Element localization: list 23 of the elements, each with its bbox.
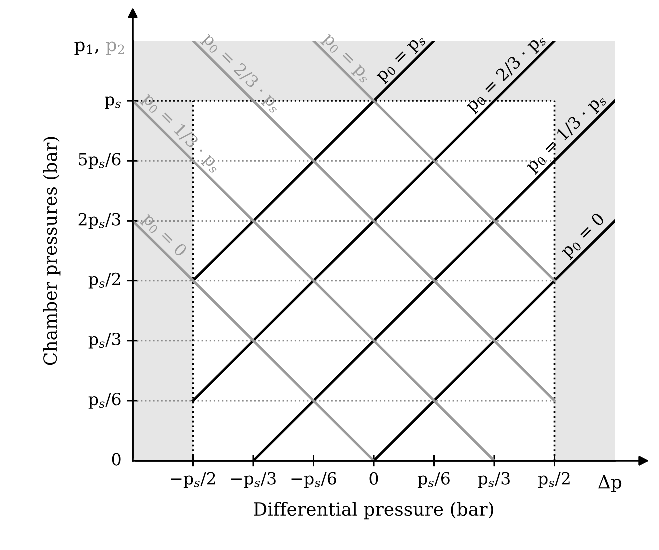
x-axis-title: Differential pressure (bar)	[254, 502, 494, 520]
text: p$_{0}$ = p$_{s}$	[320, 34, 372, 84]
ref-line-label: p$_{s}$/3	[88, 332, 121, 349]
text: p$_{0}$ = 0	[140, 212, 188, 260]
x-tick-label: p$_{s}$/6	[418, 472, 450, 488]
ref-line-label: 5p$_{s}$/6	[79, 153, 121, 170]
x-tick-label: p$_{s}$/2	[538, 472, 570, 488]
ref-line-label: p$_{s}$/2	[88, 272, 120, 289]
text: p$_{0}$ = 0	[559, 212, 608, 260]
x-tick-label: −p$_{s}$/6	[292, 472, 336, 488]
text: Δp	[598, 475, 622, 492]
x-tick-label: p$_{s}$/3	[478, 472, 510, 488]
x-tick-label: −p$_{s}$/3	[232, 472, 276, 488]
text: 0	[112, 453, 121, 466]
text: p$_{2}$	[106, 42, 124, 56]
x-tick-label: −p$_{s}$/2	[171, 472, 216, 488]
y-axis-title: Chamber pressures (bar)	[43, 137, 61, 366]
ref-line-label: 2p$_{s}$/3	[78, 213, 121, 230]
ref-line-label: p$_{s}$	[105, 96, 121, 109]
text: p$_{0}$ = p$_{s}$	[376, 34, 428, 85]
text: p$_{1}$,	[74, 42, 98, 56]
ref-line-label: p$_{s}$/6	[88, 393, 121, 409]
x-tick-label: 0	[370, 472, 378, 486]
